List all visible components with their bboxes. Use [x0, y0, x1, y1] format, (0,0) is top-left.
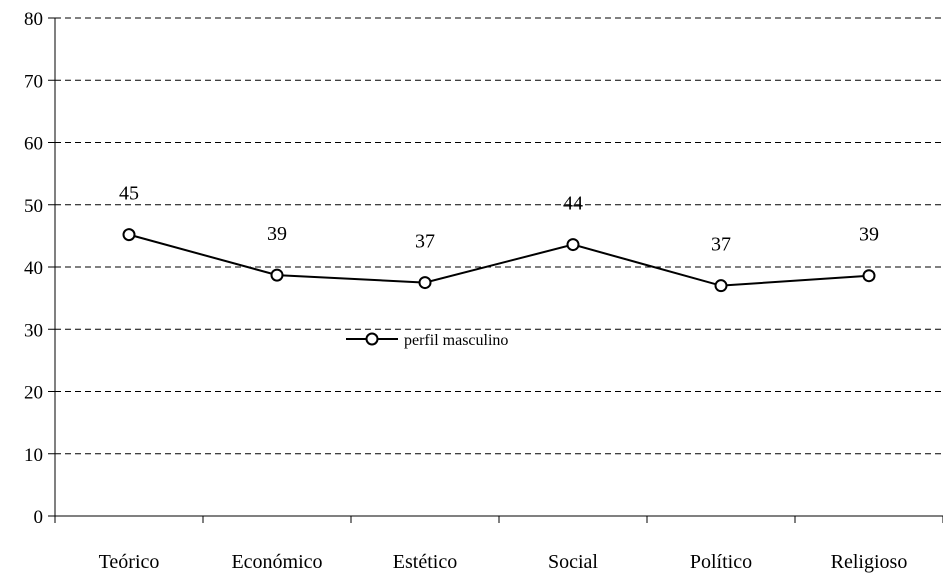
x-axis-ticks: Teórico Económico Estético Social Político Re… — [54, 516, 943, 573]
x-tick-label: Teórico — [99, 551, 160, 573]
gridlines — [55, 17, 943, 455]
data-label: 45 — [119, 183, 139, 205]
legend: perfil masculino — [346, 332, 508, 349]
data-point — [122, 228, 136, 242]
data-labels: 45 39 37 44 37 39 — [119, 183, 879, 256]
x-tick-label: Social — [548, 551, 598, 573]
y-tick-label: 40 — [24, 258, 43, 279]
legend-circle-marker — [365, 332, 379, 346]
y-tick-label: 0 — [34, 507, 44, 528]
data-point — [418, 276, 432, 290]
x-tick-label: Estético — [393, 551, 457, 573]
data-label: 37 — [711, 234, 731, 256]
y-tick-label: 80 — [24, 9, 43, 30]
y-tick-label: 70 — [24, 71, 43, 92]
data-label: 44 — [563, 193, 583, 215]
y-tick-label: 30 — [24, 320, 43, 341]
x-tick-label: Religioso — [831, 551, 908, 573]
y-tick-label: 20 — [24, 383, 43, 404]
y-axis-ticks: 0 10 20 30 40 50 60 70 80 — [24, 9, 55, 528]
legend-label: perfil masculino — [404, 332, 508, 349]
y-tick-label: 10 — [24, 445, 43, 466]
y-tick-label: 60 — [24, 134, 43, 155]
data-point — [566, 238, 580, 252]
data-label: 37 — [415, 231, 435, 253]
data-label: 39 — [859, 224, 879, 246]
data-point — [862, 269, 876, 283]
data-point — [714, 279, 728, 293]
series-line — [128, 233, 870, 287]
data-point — [270, 268, 284, 282]
x-tick-label: Político — [690, 551, 752, 573]
x-tick-label: Económico — [231, 551, 322, 573]
series-perfil-masculino — [122, 228, 876, 293]
y-tick-label: 50 — [24, 196, 43, 217]
data-label: 39 — [267, 223, 287, 245]
